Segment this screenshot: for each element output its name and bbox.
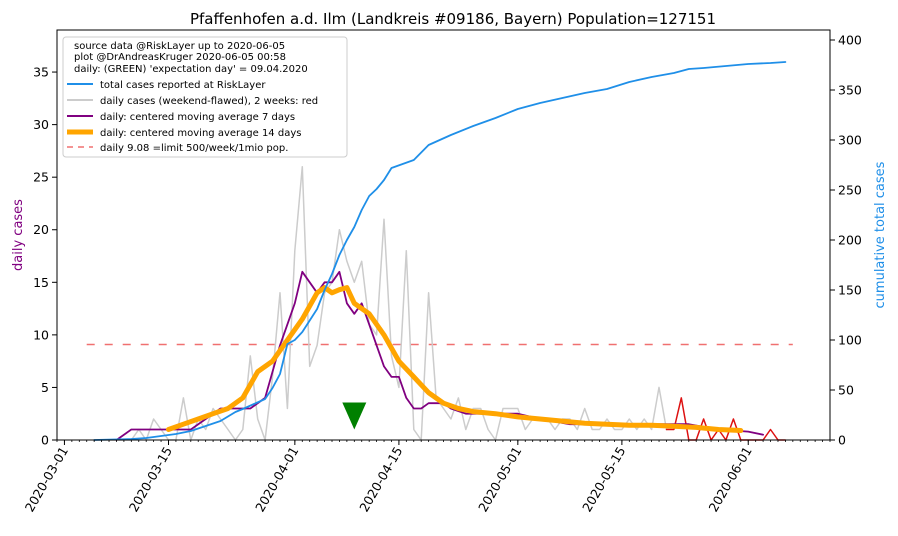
series-line-cumulative xyxy=(93,61,787,441)
legend-entry-limit: daily 9.08 =limit 500/week/1mio pop. xyxy=(100,143,288,154)
legend-info-line: source data @RiskLayer up to 2020-06-05 xyxy=(74,41,285,52)
x-tick-label: 2020-06-01 xyxy=(706,444,755,514)
chart-title: Pfaffenhofen a.d. Ilm (Landkreis #09186,… xyxy=(190,10,716,28)
plot-frame xyxy=(56,29,831,441)
x-tick-label: 2020-05-15 xyxy=(579,444,628,514)
y-right-tick-label: 150 xyxy=(838,283,862,298)
legend-entry-ma14: daily: centered moving average 14 days xyxy=(100,128,301,139)
series-line-ma14 xyxy=(166,285,744,433)
y-right-tick-label: 100 xyxy=(838,333,862,348)
legend-info-line: daily: (GREEN) 'expectation day' = 09.04… xyxy=(74,64,308,75)
y-left-tick-label: 5 xyxy=(41,380,49,395)
legend-entry-cumulative: total cases reported at RiskLayer xyxy=(100,80,266,91)
legend: source data @RiskLayer up to 2020-06-05 … xyxy=(62,36,348,158)
y-right-tick-label: 400 xyxy=(838,33,862,48)
x-tick-label: 2020-03-15 xyxy=(126,444,175,514)
y-right-tick-label: 50 xyxy=(838,383,854,398)
legend-entry-ma7: daily: centered moving average 7 days xyxy=(100,112,295,123)
x-tick-label: 2020-05-01 xyxy=(475,444,524,514)
legend-box xyxy=(62,36,348,158)
right-axis-label: cumulative total cases xyxy=(873,161,888,308)
x-tick-label: 2020-03-01 xyxy=(22,444,71,514)
y-left-tick-label: 25 xyxy=(33,170,49,185)
y-left-tick-label: 15 xyxy=(33,275,49,290)
y-right-tick-label: 350 xyxy=(838,83,862,98)
y-right-tick-label: 250 xyxy=(838,183,862,198)
y-left-tick-label: 0 xyxy=(41,433,49,448)
y-left-tick-label: 20 xyxy=(33,222,49,237)
y-left-tick-label: 10 xyxy=(33,327,49,342)
y-left-tick-label: 30 xyxy=(33,117,49,132)
x-tick-label: 2020-04-15 xyxy=(356,444,405,514)
y-right-tick-label: 200 xyxy=(838,233,862,248)
y-left-tick-label: 35 xyxy=(33,65,49,80)
series-line-daily-raw xyxy=(93,165,668,441)
legend-info-line: plot @DrAndreasKruger 2020-06-05 00:58 xyxy=(74,52,286,63)
left-axis-label: daily cases xyxy=(11,199,26,271)
expectation-day-marker xyxy=(342,402,367,430)
y-right-tick-label: 300 xyxy=(838,133,862,148)
y-right-tick-label: 0 xyxy=(838,433,846,448)
legend-entry-daily-raw: daily cases (weekend-flawed), 2 weeks: r… xyxy=(100,96,318,107)
x-tick-label: 2020-04-01 xyxy=(252,444,301,514)
